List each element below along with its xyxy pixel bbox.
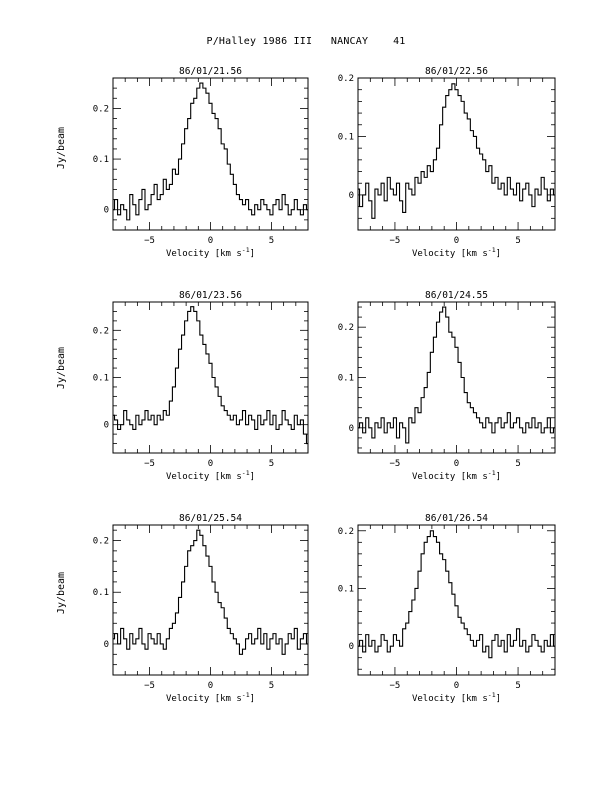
y-tick-label: 0.2 [93,104,109,114]
y-tick-label: 0.2 [93,537,109,547]
y-tick-label: 0.1 [338,584,354,594]
spectrum-panel-4: 86/01/24.55 −5 0 5 0 0.1 0.2 Velocity [km s-1] [338,290,556,482]
plot-frame [112,301,309,454]
x-tick-label: −5 [390,236,401,246]
y-tick-label: 0.1 [93,155,109,165]
y-tick-label: 0.2 [93,326,109,336]
x-tick-label: 5 [269,459,274,469]
y-tick-label: 0 [349,424,354,434]
spectrum-line [358,306,555,444]
y-axis-label: Jy/beam [56,347,67,389]
x-tick-label: 0 [454,681,459,691]
panel-title: 86/01/24.55 [425,290,488,301]
spectrum-line [113,306,308,445]
plot-frame [357,77,556,231]
y-tick-label: 0 [104,206,109,216]
y-tick-label: 0.2 [338,74,354,84]
x-tick-label: −5 [144,681,155,691]
y-tick-label: 0.1 [338,132,354,142]
y-axis-label: Jy/beam [56,572,67,614]
x-tick-label: 0 [454,236,459,246]
x-tick-label: 5 [515,681,520,691]
x-axis-label: Velocity [km s-1] [412,469,501,482]
y-tick-label: 0.1 [93,588,109,598]
spectrum-panel-1: 86/01/21.56 −5 0 5 0 0.1 0.2 Velocity [km s-1] [93,66,309,259]
x-axis-label: Velocity [km s-1] [166,469,255,482]
spectrum-panel-6: 86/01/26.54 −5 0 5 0 0.1 0.2 Velocity [km s-1] [338,513,556,704]
y-tick-label: 0.1 [93,374,109,384]
x-tick-label: 0 [208,459,213,469]
y-tick-label: 0 [104,640,109,650]
spectrum-panel-5: 86/01/25.54 −5 0 5 0 0.1 0.2 Velocity [km s-1] [93,513,309,704]
x-tick-label: −5 [390,459,401,469]
x-tick-label: 5 [515,236,520,246]
spectrum-line [113,82,308,221]
page-title: P/Halley 1986 III NANCAY 41 [206,36,406,47]
y-tick-label: 0 [349,642,354,652]
x-tick-label: 0 [208,681,213,691]
y-tick-label: 0.2 [338,323,354,333]
x-axis-label: Velocity [km s-1] [166,246,255,259]
spectrum-line [113,529,308,655]
y-tick-label: 0 [349,191,354,201]
x-tick-label: 0 [454,459,459,469]
x-tick-label: 5 [269,236,274,246]
x-axis-label: Velocity [km s-1] [412,246,501,259]
y-tick-label: 0 [104,421,109,431]
spectrum-panel-3: 86/01/23.56 −5 0 5 0 0.1 0.2 Velocity [km s-1] [93,290,309,482]
x-axis-label: Velocity [km s-1] [412,691,501,704]
x-tick-label: −5 [390,681,401,691]
spectrum-line [358,83,555,219]
panel-title: 86/01/25.54 [179,513,242,524]
y-tick-label: 0.2 [338,527,354,537]
plot-frame [112,524,309,676]
x-tick-label: 5 [269,681,274,691]
panel-title: 86/01/26.54 [425,513,488,524]
y-tick-label: 0.1 [338,374,354,384]
panel-title: 86/01/21.56 [179,66,242,77]
panel-title: 86/01/23.56 [179,290,242,301]
spectrum-line [358,530,555,659]
x-tick-label: 0 [208,236,213,246]
x-tick-label: −5 [144,236,155,246]
x-axis-label: Velocity [km s-1] [166,691,255,704]
x-tick-label: −5 [144,459,155,469]
plot-frame [357,524,556,676]
y-axis-label: Jy/beam [56,127,67,169]
x-tick-label: 5 [515,459,520,469]
panel-title: 86/01/22.56 [425,66,488,77]
spectrum-panel-2: 86/01/22.56 −5 0 5 0 0.1 0.2 Velocity [km s-1] [338,66,556,259]
